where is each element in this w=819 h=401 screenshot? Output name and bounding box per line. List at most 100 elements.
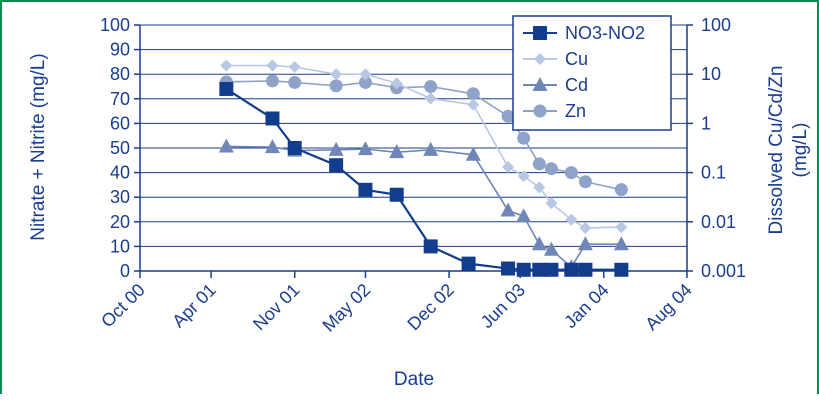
data-point	[329, 79, 343, 93]
data-point	[389, 187, 404, 202]
y-tick-label: 30	[110, 187, 130, 207]
y2-tick-label: 0.01	[701, 212, 736, 232]
data-point	[466, 87, 480, 101]
data-point	[359, 68, 372, 81]
data-point	[330, 68, 343, 81]
data-point	[578, 175, 592, 189]
y-tick-label: 20	[110, 212, 130, 232]
data-point	[545, 197, 558, 210]
y2-tick-label: 10	[701, 64, 721, 84]
y-tick-label: 60	[110, 113, 130, 133]
y2-axis-label-line2: (mg/L)	[790, 123, 811, 178]
data-point	[516, 208, 532, 223]
y-tick-label: 10	[110, 236, 130, 256]
y-tick-label: 100	[100, 15, 130, 35]
data-point	[502, 160, 515, 173]
data-point	[218, 138, 234, 153]
data-point	[219, 81, 234, 96]
data-point	[266, 59, 279, 72]
y2-tick-label: 100	[701, 15, 731, 35]
x-axis-ticks: Oct 00 Apr 01 Nov 01 May 02 Dec 02 Jun 03 Jan …	[97, 271, 696, 336]
data-point	[390, 77, 403, 90]
data-point	[501, 261, 516, 276]
data-point	[358, 75, 372, 89]
x-tick-label: Jun 03	[477, 280, 529, 332]
data-point	[614, 183, 628, 197]
data-point	[578, 262, 593, 277]
legend-label: Cd	[565, 75, 588, 95]
data-point	[328, 141, 344, 156]
y2-tick-label: 1	[701, 113, 711, 133]
data-point	[579, 221, 592, 234]
data-point	[544, 162, 558, 176]
data-point	[329, 158, 344, 173]
data-point	[264, 139, 280, 154]
data-point	[461, 256, 476, 271]
data-point	[288, 75, 302, 89]
data-point	[516, 262, 531, 277]
data-point	[465, 146, 481, 161]
data-point	[564, 262, 579, 277]
data-point	[357, 141, 373, 156]
data-point	[614, 262, 629, 277]
legend-label: Cu	[565, 49, 588, 69]
data-point	[288, 61, 301, 74]
data-point	[615, 221, 628, 234]
data-point	[467, 98, 480, 111]
x-tick-label: Aug 04	[641, 280, 695, 334]
data-point	[424, 92, 437, 105]
y2-tick-label: 0.1	[701, 163, 726, 183]
legend: NO3-NO2 Cu Cd Zn	[512, 15, 672, 131]
y2-tick-label: 0.001	[701, 261, 746, 281]
x-tick-label: Apr 01	[168, 280, 220, 332]
data-point	[533, 181, 546, 194]
y-tick-label: 70	[110, 89, 130, 109]
y2-axis-ticks: 0.001 0.01 0.1 1 10 100	[687, 15, 746, 281]
y-tick-label: 80	[110, 64, 130, 84]
data-point	[501, 109, 515, 123]
y-tick-label: 90	[110, 40, 130, 60]
data-point	[517, 170, 530, 183]
data-point	[424, 80, 438, 94]
series-no3-no2	[219, 81, 629, 277]
data-point	[577, 236, 593, 251]
legend-marker	[534, 53, 546, 65]
legend-marker	[532, 77, 548, 91]
legend-marker	[533, 104, 547, 118]
series-layer	[218, 59, 629, 277]
y-tick-label: 0	[120, 261, 130, 281]
x-tick-label: Nov 01	[249, 280, 303, 334]
data-point	[531, 236, 547, 251]
y-axis-label: Nitrate + Nitrite (mg/L)	[28, 53, 49, 240]
legend-item: Cu	[523, 49, 588, 69]
legend-label: Zn	[565, 101, 586, 121]
x-tick-label: Dec 02	[403, 280, 457, 334]
data-point	[517, 131, 531, 145]
data-point	[220, 59, 233, 72]
data-point	[265, 111, 280, 126]
data-point	[565, 213, 578, 226]
data-point	[613, 236, 629, 251]
x-tick-label: Jan 04	[560, 280, 612, 332]
x-tick-label: Oct 00	[97, 280, 149, 332]
data-point	[500, 202, 516, 217]
data-point	[358, 182, 373, 197]
data-point	[265, 74, 279, 88]
y-tick-label: 40	[110, 163, 130, 183]
legend-label: NO3-NO2	[565, 23, 645, 43]
data-point	[423, 141, 439, 156]
data-point	[389, 144, 405, 159]
data-point	[543, 241, 559, 256]
data-point	[564, 166, 578, 180]
y-axis-ticks: 0 10 20 30 40 50 60 70 80 90 100	[100, 15, 140, 281]
y2-axis-label-line1: Dissolved Cu/Cd/Zn	[766, 66, 787, 235]
data-point	[423, 239, 438, 254]
x-axis-label: Date	[394, 369, 434, 390]
data-point	[532, 262, 547, 277]
data-point	[544, 262, 559, 277]
legend-item: NO3-NO2	[523, 23, 645, 43]
legend-item: Cd	[523, 75, 588, 95]
x-tick-label: May 02	[318, 280, 374, 336]
